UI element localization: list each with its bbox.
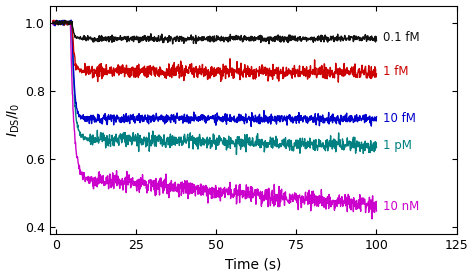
Text: 1 pM: 1 pM bbox=[383, 139, 412, 152]
Y-axis label: $I_{\mathrm{DS}}/I_0$: $I_{\mathrm{DS}}/I_0$ bbox=[6, 102, 22, 137]
Text: 10 fM: 10 fM bbox=[383, 112, 416, 125]
Text: 10 nM: 10 nM bbox=[383, 199, 419, 212]
X-axis label: Time (s): Time (s) bbox=[225, 257, 281, 271]
Text: 0.1 fM: 0.1 fM bbox=[383, 31, 419, 44]
Text: 1 fM: 1 fM bbox=[383, 65, 409, 78]
